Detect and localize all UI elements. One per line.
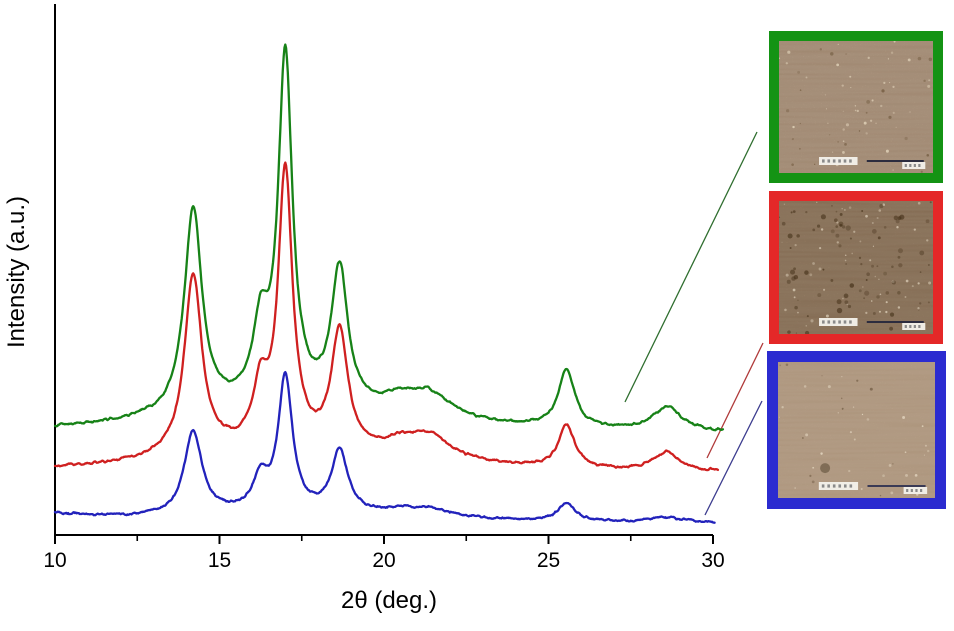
illegible-text-marks	[827, 320, 831, 324]
illegible-text-marks	[906, 489, 909, 492]
illegible-text-marks	[827, 159, 831, 163]
illegible-text-marks	[849, 484, 853, 488]
connector-green	[624, 131, 758, 403]
illegible-text-marks	[849, 320, 852, 324]
speckles	[779, 201, 932, 334]
illegible-text-marks	[843, 320, 847, 324]
connector-red	[706, 342, 764, 459]
micrograph-red-image	[779, 201, 933, 334]
illegible-text-marks	[849, 159, 852, 163]
x-tick-label: 25	[537, 549, 560, 572]
illegible-text-marks	[843, 484, 847, 488]
illegible-text-marks	[913, 164, 916, 167]
illegible-text-marks	[838, 159, 841, 163]
illegible-text-marks	[909, 164, 912, 167]
illegible-text-marks	[822, 159, 825, 163]
scale-bar	[819, 318, 926, 330]
illegible-text-marks	[838, 484, 842, 488]
illegible-text-marks	[918, 325, 921, 328]
scale-bar-label-left	[819, 157, 858, 165]
illegible-text-marks	[838, 320, 841, 324]
y-axis-label: Intensity (a.u.)	[3, 196, 30, 348]
illegible-text-marks	[918, 164, 921, 167]
illegible-text-marks	[832, 320, 836, 324]
streak-texture	[778, 362, 935, 498]
dark-blob	[820, 463, 831, 474]
micrograph-blue-frame	[767, 351, 946, 509]
micrograph-blue-image	[778, 362, 935, 498]
illegible-text-marks	[904, 325, 907, 328]
illegible-text-marks	[915, 489, 918, 492]
illegible-text-marks	[920, 489, 923, 492]
streak-texture	[779, 41, 933, 173]
xrd-trace-bottom-pattern-blue	[53, 370, 716, 524]
scale-bar-label-left	[819, 318, 858, 326]
illegible-text-marks	[827, 484, 830, 488]
x-tick-label: 20	[372, 549, 395, 572]
scale-bar	[819, 157, 926, 169]
illegible-text-marks	[832, 159, 836, 163]
illegible-text-marks	[910, 489, 913, 492]
speckles	[778, 363, 930, 497]
illegible-text-marks	[909, 325, 912, 328]
plot-axes: 10 15 20 25 30	[43, 4, 725, 572]
micrograph-green-image	[779, 41, 933, 173]
x-axis-label: 2θ (deg.)	[341, 587, 437, 614]
connector-blue	[704, 400, 763, 516]
illegible-text-marks	[904, 164, 907, 167]
illegible-text-marks	[822, 320, 825, 324]
micrograph-green-frame	[769, 31, 943, 183]
micrograph-red-frame	[769, 191, 943, 344]
illegible-text-marks	[821, 484, 825, 488]
connector-lines	[624, 131, 764, 516]
illegible-text-marks	[843, 159, 847, 163]
x-tick-label: 15	[208, 549, 231, 572]
xrd-trace-middle-pattern-red	[53, 161, 720, 472]
illegible-text-marks	[913, 325, 916, 328]
streak-texture	[779, 201, 933, 334]
x-tick-label: 10	[43, 549, 66, 572]
scale-bar	[818, 482, 928, 494]
xrd-trace-top-pattern-green	[53, 43, 725, 432]
x-tick-label: 30	[701, 549, 724, 572]
illegible-text-marks	[832, 484, 836, 488]
xrd-curves	[53, 43, 725, 524]
